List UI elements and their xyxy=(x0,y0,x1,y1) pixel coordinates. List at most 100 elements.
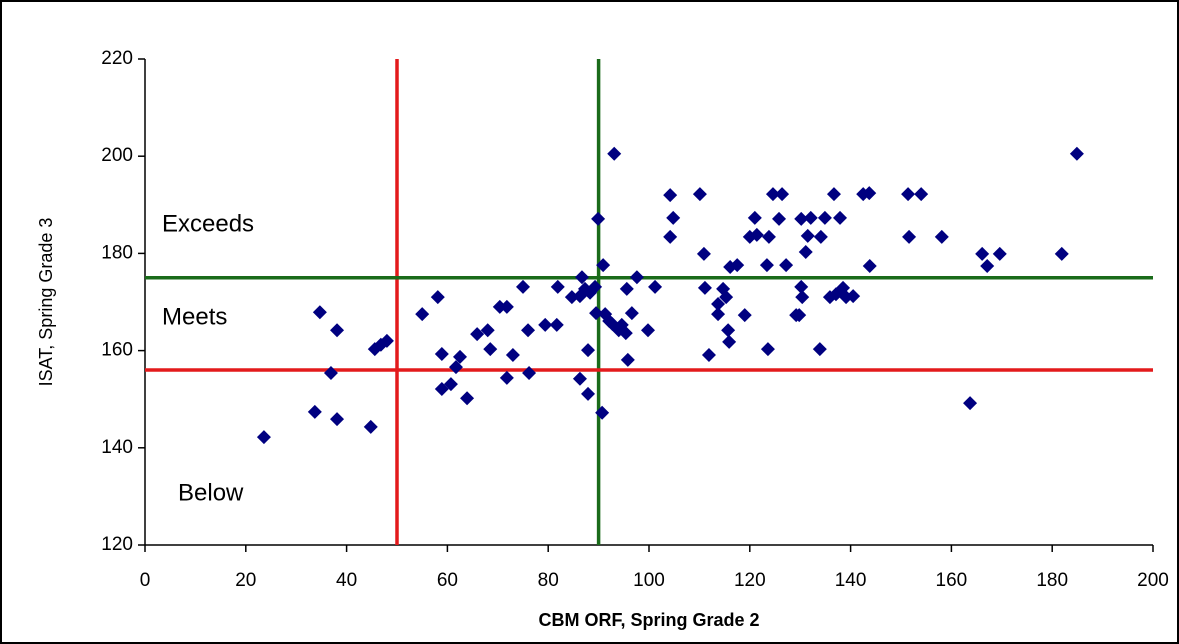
data-point xyxy=(572,371,587,386)
data-point xyxy=(813,229,828,244)
data-point xyxy=(448,360,463,375)
data-point xyxy=(692,187,707,202)
data-point xyxy=(817,210,832,225)
data-point xyxy=(564,290,579,305)
y-axis-title: ISAT, Spring Grade 3 xyxy=(36,218,56,387)
data-point xyxy=(492,299,507,314)
data-point xyxy=(505,347,520,362)
data-point xyxy=(902,229,917,244)
data-point xyxy=(330,412,345,427)
data-point xyxy=(901,187,916,202)
data-point xyxy=(772,211,787,226)
data-point xyxy=(722,334,737,349)
data-point xyxy=(538,317,553,332)
y-tick-label: 180 xyxy=(101,242,133,263)
data-point xyxy=(483,342,498,357)
data-point xyxy=(992,246,1007,261)
data-point xyxy=(591,211,606,226)
data-point xyxy=(812,342,827,357)
data-point xyxy=(711,307,726,322)
data-point xyxy=(624,306,639,321)
data-point xyxy=(963,396,978,411)
data-point xyxy=(760,342,775,357)
data-point xyxy=(779,258,794,273)
data-point xyxy=(749,227,764,242)
data-point xyxy=(761,229,776,244)
data-point xyxy=(595,405,610,420)
data-point xyxy=(640,323,655,338)
data-point xyxy=(460,391,475,406)
y-tick-label: 220 xyxy=(101,48,133,69)
data-point xyxy=(666,210,681,225)
data-point xyxy=(765,187,780,202)
data-point xyxy=(800,228,815,243)
data-point xyxy=(323,365,338,380)
annotation: Below xyxy=(178,479,244,506)
data-point xyxy=(589,306,604,321)
data-point xyxy=(719,290,734,305)
data-point xyxy=(330,323,345,338)
x-tick-label: 40 xyxy=(336,570,357,591)
data-point xyxy=(798,244,813,259)
data-point xyxy=(701,347,716,362)
data-point xyxy=(629,270,644,285)
data-point xyxy=(980,259,995,274)
data-point xyxy=(663,229,678,244)
data-point xyxy=(794,279,809,294)
data-point xyxy=(737,308,752,323)
x-tick-label: 20 xyxy=(235,570,256,591)
data-point xyxy=(620,352,635,367)
data-point xyxy=(711,296,726,311)
data-point xyxy=(1069,146,1084,161)
data-point xyxy=(862,186,877,201)
data-point xyxy=(721,323,736,338)
data-point xyxy=(522,365,537,380)
data-point xyxy=(747,210,762,225)
data-point xyxy=(470,327,485,342)
data-point xyxy=(480,323,495,338)
annotation: Meets xyxy=(162,303,227,330)
data-point xyxy=(934,229,949,244)
data-point xyxy=(619,281,634,296)
data-point xyxy=(975,246,990,261)
data-point xyxy=(794,211,809,226)
data-point xyxy=(759,258,774,273)
data-point xyxy=(596,258,611,273)
data-point xyxy=(792,308,807,323)
data-point xyxy=(588,279,603,294)
x-tick-label: 200 xyxy=(1137,570,1169,591)
x-axis-title: CBM ORF, Spring Grade 2 xyxy=(538,610,759,630)
data-point xyxy=(443,377,458,392)
data-point xyxy=(363,419,378,434)
y-tick-label: 120 xyxy=(101,534,133,555)
x-tick-label: 160 xyxy=(936,570,968,591)
data-point xyxy=(1054,246,1069,261)
data-point xyxy=(256,430,271,445)
data-point xyxy=(697,280,712,295)
x-tick-label: 120 xyxy=(734,570,766,591)
x-tick-label: 60 xyxy=(437,570,458,591)
annotation: Exceeds xyxy=(162,210,254,237)
data-point xyxy=(550,279,565,294)
data-point xyxy=(379,333,394,348)
data-point xyxy=(415,307,430,322)
data-point xyxy=(607,146,622,161)
data-point xyxy=(581,343,596,358)
data-point xyxy=(914,187,929,202)
data-point xyxy=(826,187,841,202)
data-point xyxy=(516,279,530,294)
data-point xyxy=(730,258,745,273)
data-point xyxy=(833,210,848,225)
data-point xyxy=(862,259,877,274)
data-point xyxy=(648,279,663,294)
data-point xyxy=(581,386,596,401)
x-tick-label: 140 xyxy=(835,570,867,591)
x-tick-label: 0 xyxy=(140,570,151,591)
data-point xyxy=(521,323,536,338)
data-point xyxy=(574,270,589,285)
x-tick-label: 80 xyxy=(538,570,559,591)
data-point xyxy=(663,188,678,203)
data-point xyxy=(499,299,514,314)
